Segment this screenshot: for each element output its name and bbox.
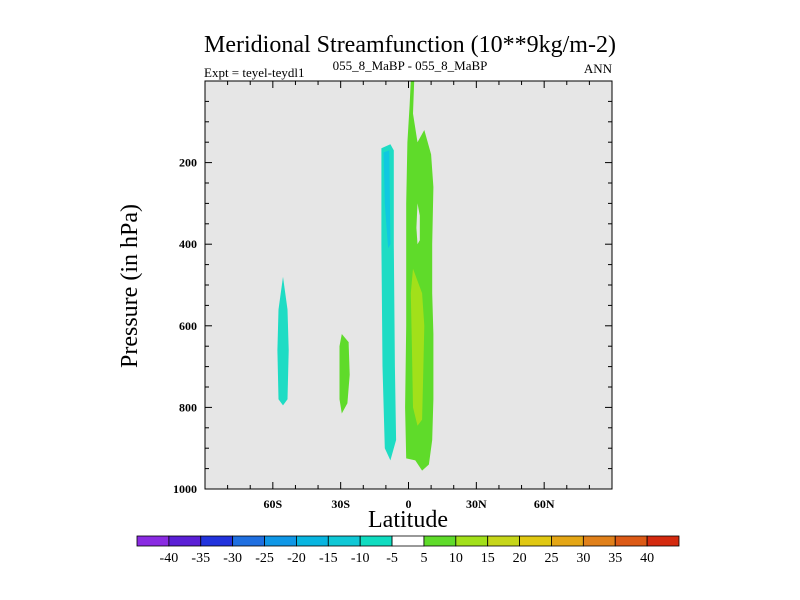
colorbar-box: [646, 535, 680, 547]
colorbar-label: -15: [319, 551, 338, 566]
colorbar-box: [359, 535, 393, 547]
colorbar-label: 30: [576, 551, 590, 566]
colorbar-box: [232, 535, 265, 547]
colorbar-box: [391, 535, 425, 547]
y-tick-label: 200: [179, 156, 197, 170]
x-tick-label: 60N: [534, 497, 555, 511]
colorbar-label: 20: [513, 551, 527, 566]
colorbar-box: [551, 535, 584, 547]
colorbar-label: -25: [255, 551, 274, 566]
colorbar-box: [264, 535, 297, 547]
x-tick-label: 30S: [331, 497, 350, 511]
colorbar-box: [423, 535, 457, 547]
y-tick-label: 800: [179, 400, 197, 414]
colorbar-box: [296, 535, 329, 547]
contour-region-hadley-south-negative: [381, 144, 397, 461]
colorbar-box: [582, 535, 616, 547]
colorbar-box: [136, 535, 170, 547]
contour-region-southern-midlat-cell: [277, 276, 289, 406]
contour-region-hadley-north-positive: [405, 81, 434, 471]
colorbar-box: [614, 535, 648, 547]
y-axis-title: Pressure (in hPa): [117, 204, 143, 368]
colorbar-label: 35: [608, 551, 622, 566]
plot-axes: 60S 30S 0 30N 60N 200 400 600 800 1000: [173, 81, 612, 511]
colorbar-box: [168, 535, 202, 547]
contour-region-hadley-gap: [416, 203, 420, 245]
colorbar-label: -20: [287, 551, 306, 566]
y-tick-label: 400: [179, 237, 197, 251]
colorbar-label: -40: [160, 551, 179, 566]
x-tick-label: 0: [406, 497, 412, 511]
colorbar-label: 15: [481, 551, 495, 566]
contour-region-hadley-south-core: [383, 150, 391, 249]
left-string: Expt = teyel-teydl1: [204, 65, 304, 80]
colorbar-label: 25: [544, 551, 558, 566]
contour-region-southern-subtropical-cell: [339, 334, 350, 414]
center-string: 055_8_MaBP - 055_8_MaBP: [333, 58, 488, 73]
colorbar-label: 5: [420, 551, 427, 566]
colorbar-label: -5: [386, 551, 398, 566]
contour-region-hadley-north-core: [410, 268, 425, 426]
colorbar: -40 -35 -30 -25 -20 -15 -10 -5 5 10 15 20 25 30 35 40: [136, 535, 680, 566]
colorbar-label: -30: [223, 551, 242, 566]
colorbar-label: -10: [351, 551, 370, 566]
y-tick-label: 600: [179, 319, 197, 333]
colorbar-box: [327, 535, 361, 547]
colorbar-box: [200, 535, 234, 547]
plot-frame: [204, 80, 613, 490]
colorbar-box: [487, 535, 520, 547]
colorbar-label: -35: [191, 551, 210, 566]
colorbar-box: [519, 535, 552, 547]
x-axis-title: Latitude: [368, 507, 448, 533]
x-tick-label: 60S: [263, 497, 282, 511]
chart-title: Meridional Streamfunction (10**9kg/m-2): [204, 32, 616, 58]
colorbar-box: [455, 535, 489, 547]
contour-regions: [277, 81, 434, 471]
y-tick-label: 1000: [173, 482, 197, 496]
x-tick-label: 30N: [466, 497, 487, 511]
colorbar-label: 40: [640, 551, 654, 566]
right-string: ANN: [584, 61, 613, 76]
colorbar-label: 10: [449, 551, 463, 566]
